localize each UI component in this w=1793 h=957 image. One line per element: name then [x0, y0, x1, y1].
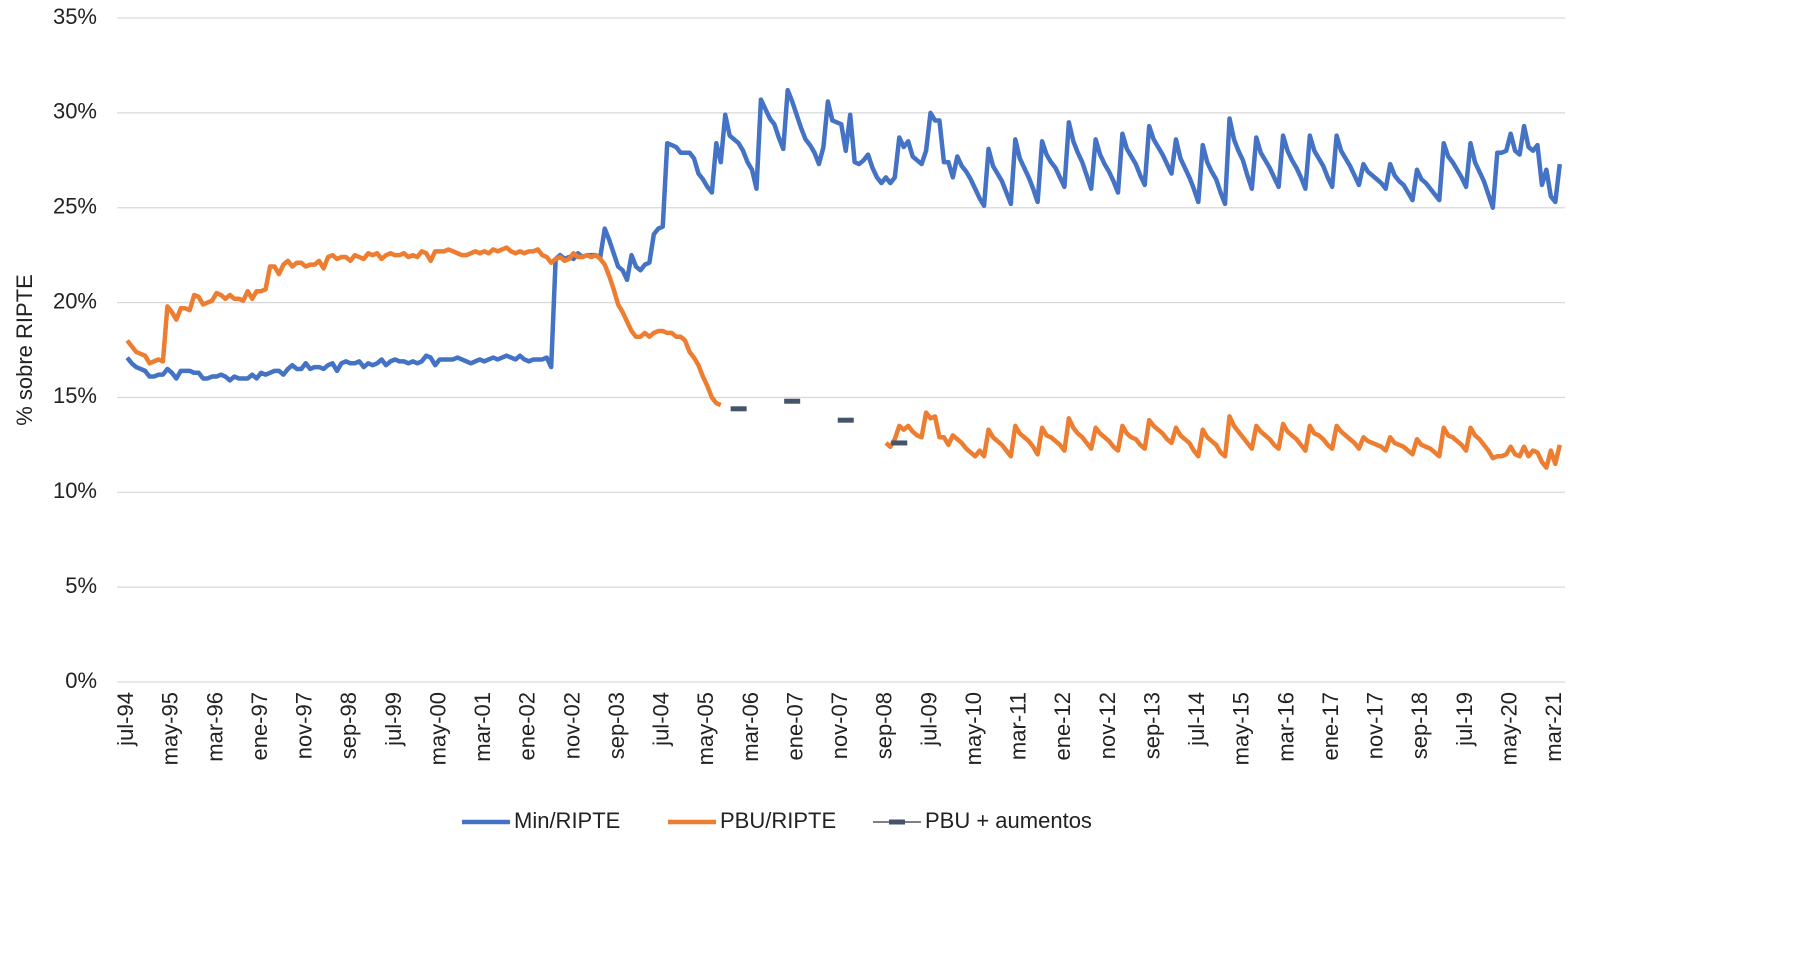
x-tick-label: jul-14: [1184, 692, 1209, 747]
x-tick-label: sep-13: [1139, 692, 1164, 759]
x-tick-label: jul-09: [916, 692, 941, 747]
x-tick-label: nov-12: [1095, 692, 1120, 759]
x-tick-label: sep-03: [604, 692, 629, 759]
y-tick-label: 35%: [53, 4, 97, 29]
x-tick-label: mar-06: [738, 692, 763, 762]
x-tick-label: ene-17: [1318, 692, 1343, 761]
x-tick-label: may-00: [425, 692, 450, 765]
x-tick-label: mar-11: [1006, 692, 1031, 760]
x-tick-label: ene-02: [515, 692, 540, 761]
legend-marker: [889, 819, 905, 825]
series-line: [125, 87, 1563, 383]
x-tick-label: jul-19: [1452, 692, 1477, 747]
marker: [837, 417, 854, 423]
x-tick-label: may-15: [1229, 692, 1254, 765]
x-tick-label: may-05: [693, 692, 718, 765]
y-tick-label: 30%: [53, 99, 97, 124]
x-tick-label: nov-02: [559, 692, 584, 759]
x-tick-label: may-95: [158, 692, 183, 765]
legend-label: PBU + aumentos: [925, 808, 1092, 833]
x-tick-label: sep-18: [1407, 692, 1432, 759]
x-tick-label: nov-07: [827, 692, 852, 759]
y-axis-label: % sobre RIPTE: [12, 274, 37, 426]
series-line: [125, 245, 1562, 470]
marker: [891, 440, 908, 446]
y-tick-label: 25%: [53, 194, 97, 219]
marker: [784, 398, 801, 404]
x-tick-label: mar-21: [1541, 692, 1566, 762]
x-tick-label: ene-07: [782, 692, 807, 761]
x-tick-label: jul-94: [113, 692, 138, 747]
x-tick-label: nov-97: [292, 692, 317, 759]
x-tick-label: sep-98: [336, 692, 361, 759]
marker: [730, 406, 747, 412]
x-tick-label: jul-99: [381, 692, 406, 747]
legend-label: PBU/RIPTE: [720, 808, 836, 833]
x-tick-label: mar-01: [470, 692, 495, 762]
y-tick-label: 20%: [53, 288, 97, 313]
y-tick-label: 5%: [65, 573, 97, 598]
x-tick-label: nov-17: [1363, 692, 1388, 759]
x-tick-label: ene-97: [247, 692, 272, 761]
x-tick-label: jul-04: [649, 692, 674, 747]
y-tick-label: 10%: [53, 478, 97, 503]
x-tick-label: may-20: [1496, 692, 1521, 765]
x-tick-label: mar-96: [202, 692, 227, 762]
x-tick-label: mar-16: [1273, 692, 1298, 762]
x-tick-label: sep-08: [872, 692, 897, 759]
y-tick-label: 0%: [65, 668, 97, 693]
y-tick-label: 15%: [53, 383, 97, 408]
x-tick-label: may-10: [961, 692, 986, 765]
x-tick-label: ene-12: [1050, 692, 1075, 761]
legend-label: Min/RIPTE: [514, 808, 620, 833]
